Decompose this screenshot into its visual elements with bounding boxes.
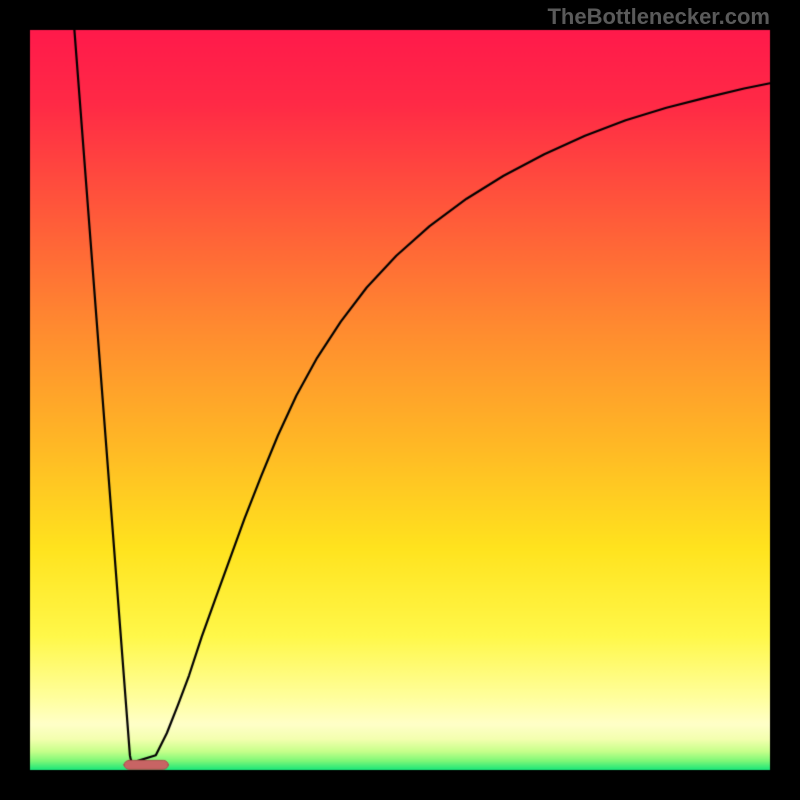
watermark-text: TheBottlenecker.com [547, 4, 770, 30]
bottleneck-chart [0, 0, 800, 800]
chart-container: TheBottlenecker.com [0, 0, 800, 800]
